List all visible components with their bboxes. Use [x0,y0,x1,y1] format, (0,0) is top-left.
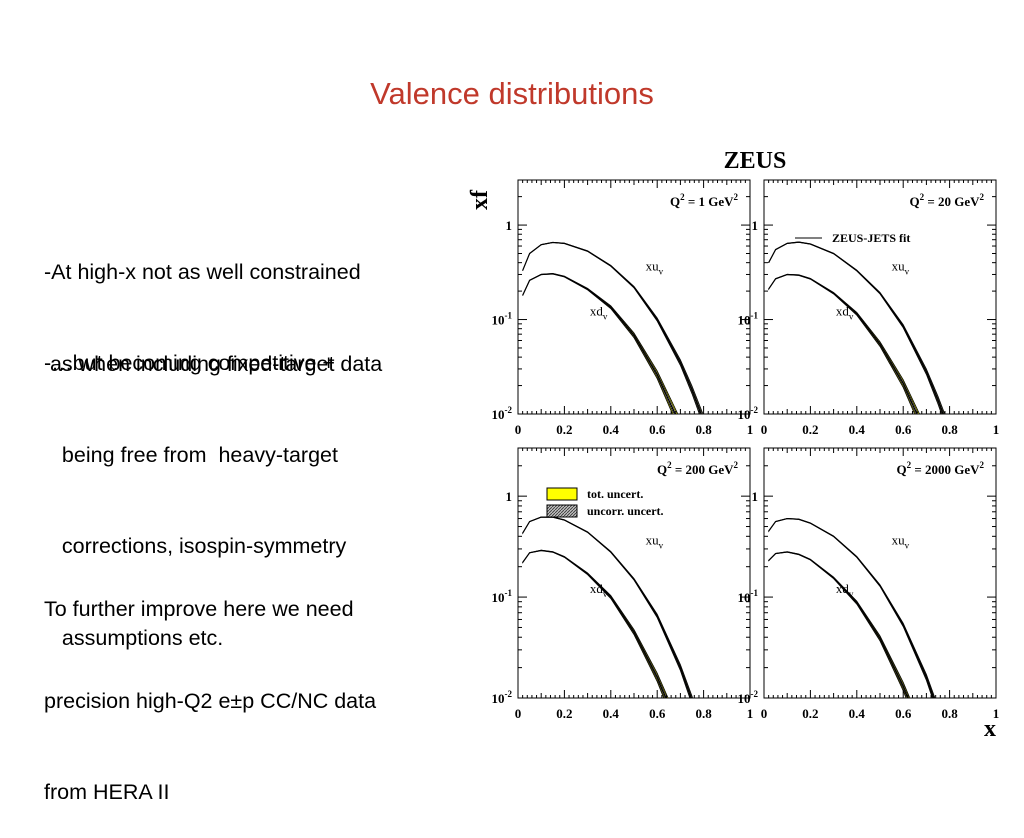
tick-marks [763,447,997,699]
y-tick-label: 10-1 [738,588,759,605]
tick-marks [517,179,751,415]
x-tick-label: 0.4 [603,422,620,437]
q2-label: Q2 = 1 GeV2 [670,192,739,209]
zeus-valence-figure: ZEUS xf x 0 0.2 0.4 0.6 0.8 1 1 10-1 10-2 Q2 = 1 … [467,148,1000,742]
y-tick-label: 10-1 [492,588,513,605]
legend-tot-label: tot. uncert. [587,487,643,501]
legend-fit: ZEUS-JETS fit [795,231,910,245]
x-tick-label: 0.4 [849,422,866,437]
panel-frame [763,179,997,415]
panel-4: 0 0.2 0.4 0.6 0.8 1 1 10-1 10-2 Q2 = 2000 GeV2 xuv… [738,447,1000,721]
y-tick-label: 10-2 [492,689,513,706]
bullet-3-line-1: To further improve here we need [44,597,354,621]
bullet-1: -At high-x not as well constrained as wh… [44,196,382,410]
tick-marks [763,179,997,415]
xdv-curve [768,551,909,698]
x-tick-label: 0 [515,422,522,437]
bullet-1-line-1: -At high-x not as well constrained [44,260,361,284]
xdv-label: xdv [836,581,854,599]
x-tick-label: 0.2 [556,422,572,437]
tick-marks [517,447,751,699]
panels-group: 0 0.2 0.4 0.6 0.8 1 1 10-1 10-2 Q2 = 1 GeV2 xuv xdv… [492,179,1000,721]
xdv-curve [522,549,667,698]
panel-3: 0 0.2 0.4 0.6 0.8 1 1 10-1 10-2 Q2 = 200 GeV2 xuv x… [492,447,754,721]
y-tick-label: 1 [506,489,513,504]
bullet-2-line-4: assumptions etc. [44,625,224,650]
q2-label: Q2 = 200 GeV2 [657,460,739,477]
slide-title: Valence distributions [370,76,654,111]
x-tick-label: 0.8 [941,706,958,721]
legend-uncorr-swatch [546,504,578,518]
x-tick-label: 0 [761,422,768,437]
xdv-label: xdv [590,581,608,599]
y-axis-label: xf [467,189,493,210]
x-tick-label: 1 [747,422,754,437]
x-tick-label: 0.8 [695,706,712,721]
y-tick-label: 10-2 [738,689,759,706]
bullet-2-line-3: corrections, isospin-symmetry [44,534,347,558]
xdv-curve [768,273,918,414]
xuv-label: xuv [892,533,910,551]
xuv-label: xuv [646,533,664,551]
legend-tot-swatch [546,487,578,501]
figure-title: ZEUS [724,148,787,174]
plot-area [768,241,946,414]
x-tick-label: 0.6 [649,422,666,437]
legend-fit-label: ZEUS-JETS fit [832,231,910,245]
xdv-curve [522,273,676,414]
xdv-label: xdv [836,304,854,322]
x-tick-label: 0.8 [695,422,712,437]
xdv-label: xdv [590,304,608,322]
y-tick-label: 10-1 [492,311,513,328]
x-tick-label: 1 [993,422,1000,437]
panel-2: 0 0.2 0.4 0.6 0.8 1 1 10-1 10-2 Q2 = 20 GeV2 xuv xd… [738,179,1000,437]
xuv-curve [768,241,944,414]
plot-area [522,516,694,698]
x-tick-label: 0.4 [603,706,620,721]
y-tick-label: 10-2 [492,405,513,422]
plot-area [768,517,936,698]
bullet-3-line-3: from HERA II [44,780,170,804]
x-axis-label: x [984,716,996,742]
xuv-label: xuv [646,259,664,277]
bullet-3-line-2: precision high-Q2 e±p CC/NC data [44,688,377,713]
xuv-curve [768,517,935,698]
xuv-curve [522,516,692,698]
x-tick-label: 0.2 [802,422,818,437]
legend-uncert: tot. uncert. uncorr. uncert. [546,487,664,518]
x-tick-label: 0 [515,706,522,721]
xuv-label: xuv [892,259,910,277]
legend-uncorr-label: uncorr. uncert. [587,504,664,518]
x-tick-label: 0.2 [802,706,818,721]
panel-frame [517,179,751,415]
x-tick-label: 0.6 [895,706,912,721]
x-tick-label: 0.6 [895,422,912,437]
bullet-2-line-2: being free from heavy-target [44,442,338,467]
bullet-1-line-2: as when including fixed-target data [44,351,383,376]
x-tick-label: 0.2 [556,706,572,721]
bullet-2-line-1: -…but becoming competitive + [44,351,335,375]
x-tick-label: 0 [761,706,768,721]
plot-area [522,241,704,414]
panel-frame [517,447,751,699]
x-tick-label: 1 [993,706,1000,721]
x-tick-label: 1 [747,706,754,721]
y-tick-label: 1 [506,218,513,233]
xuv-curve [522,241,702,414]
q2-label: Q2 = 2000 GeV2 [896,460,984,477]
bullet-3: To further improve here we need precisio… [44,533,376,838]
bullet-2: -…but becoming competitive + being free … [44,287,346,684]
panel-frame [763,447,997,699]
panel-1: 0 0.2 0.4 0.6 0.8 1 1 10-1 10-2 Q2 = 1 GeV2 xuv xdv [492,179,754,437]
x-tick-label: 0.4 [849,706,866,721]
y-tick-label: 10-1 [738,311,759,328]
y-tick-label: 1 [752,489,759,504]
q2-label: Q2 = 20 GeV2 [909,192,984,209]
x-tick-label: 0.8 [941,422,958,437]
y-tick-label: 10-2 [738,405,759,422]
y-tick-label: 1 [752,218,759,233]
x-tick-label: 0.6 [649,706,666,721]
